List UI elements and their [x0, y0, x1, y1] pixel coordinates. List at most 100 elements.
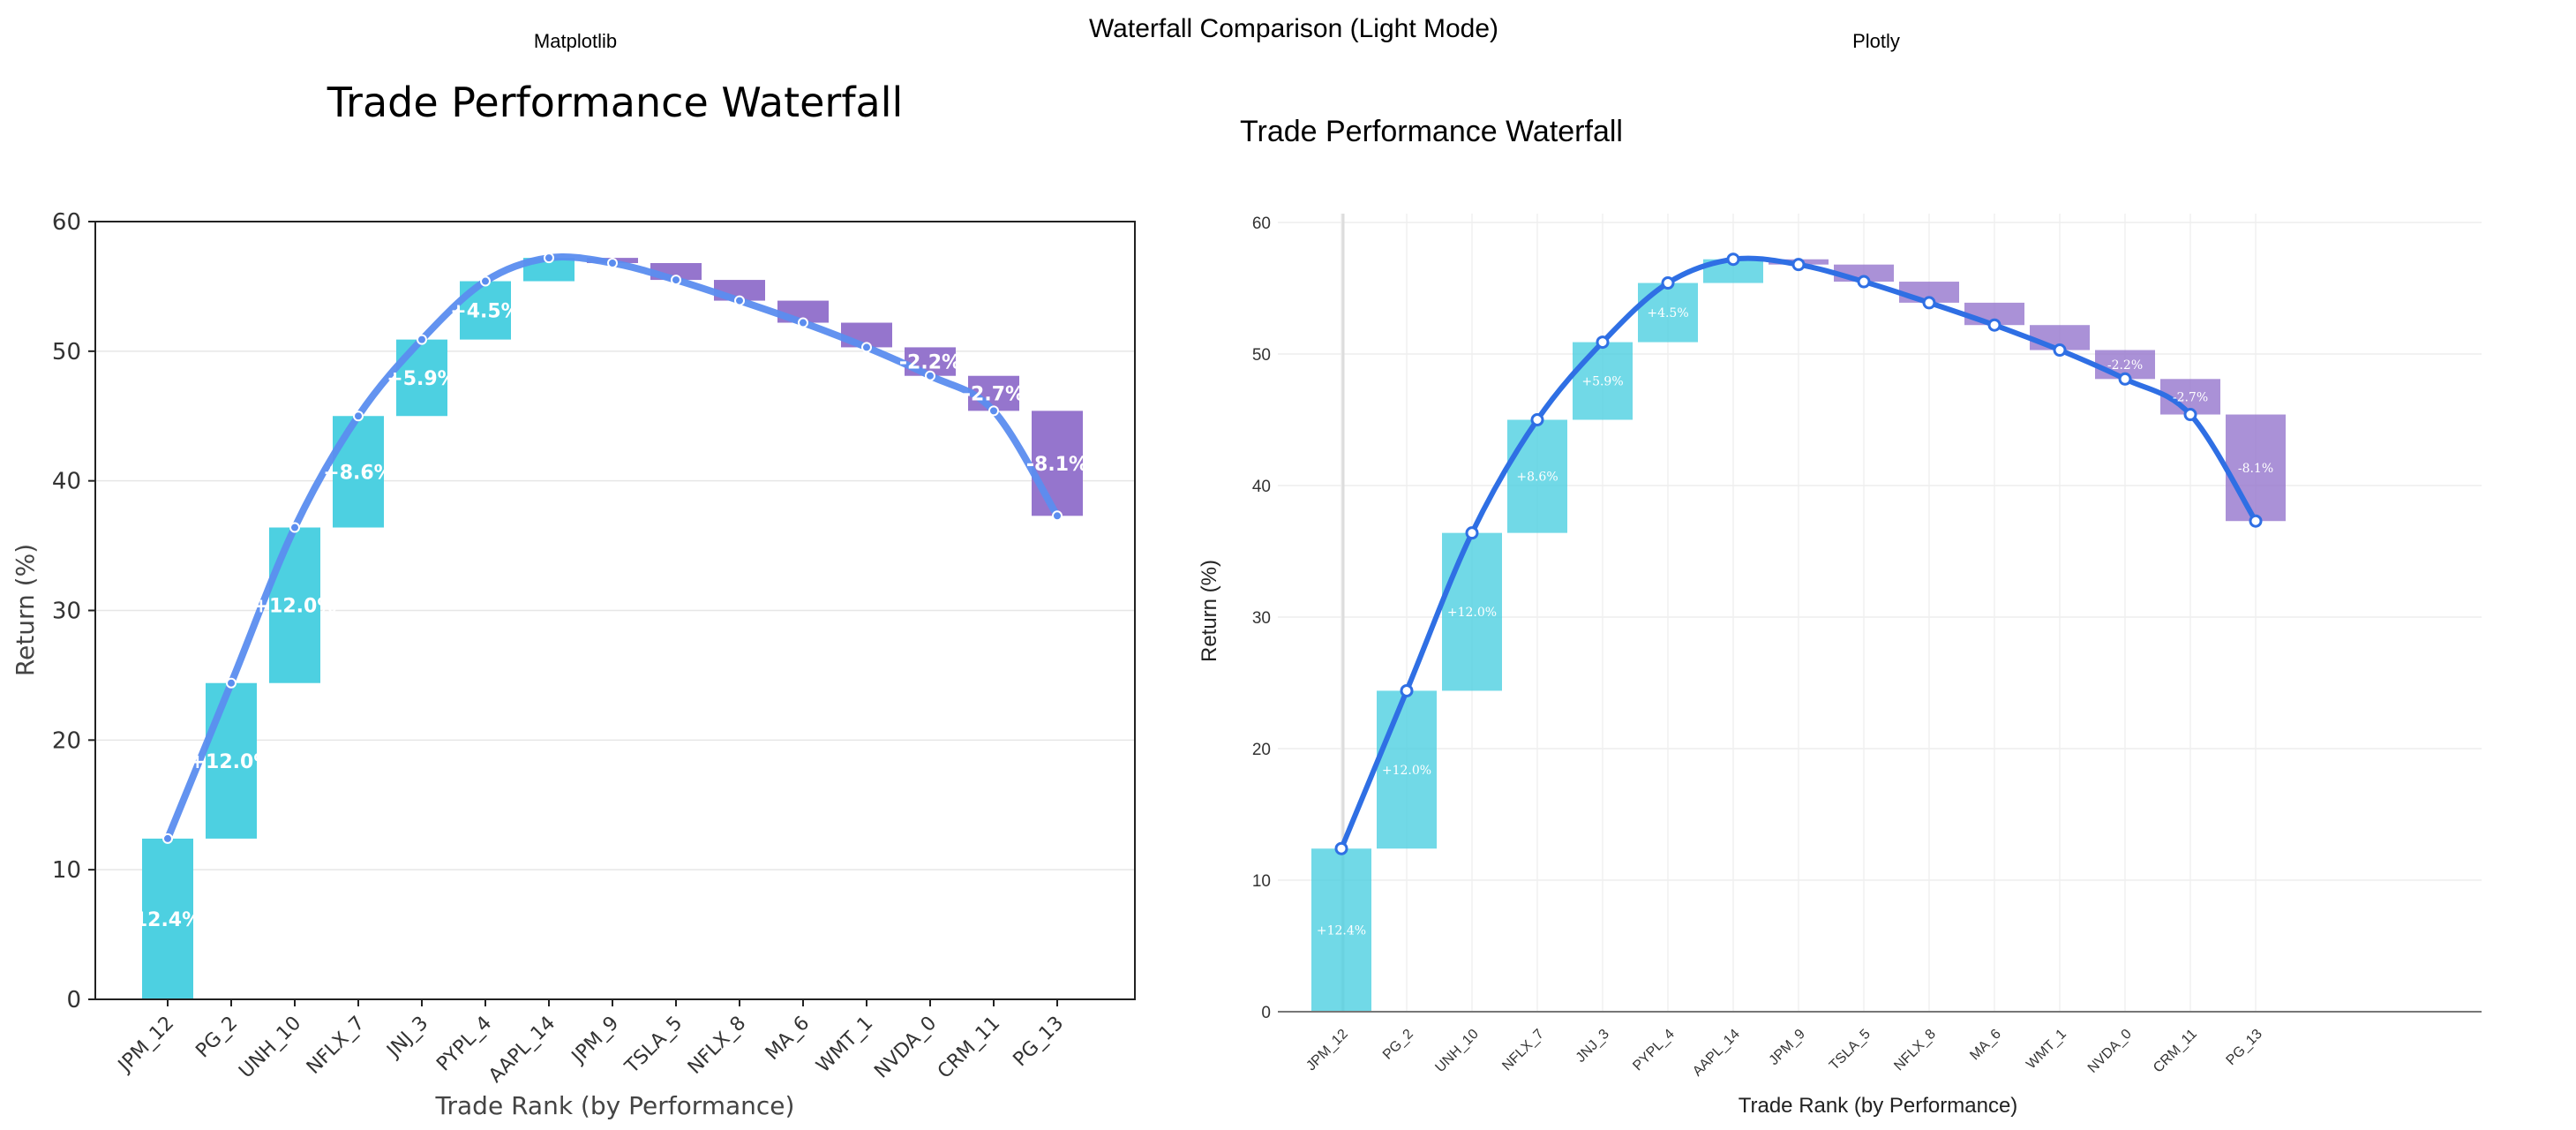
waterfall-bar: [1032, 411, 1083, 516]
cumulative-point: [1857, 275, 1871, 289]
bar-value-label: +5.9%: [387, 368, 456, 390]
cumulative-point: [671, 275, 681, 286]
cumulative-point: [2053, 343, 2067, 358]
cumulative-point: [1334, 841, 1348, 855]
cumulative-point: [2118, 372, 2132, 386]
cumulative-point: [1922, 296, 1936, 310]
cumulative-point: [2249, 514, 2263, 528]
waterfall-bar: [396, 339, 447, 417]
x-tick-label: JPM_9: [567, 1013, 623, 1069]
cumulative-point: [226, 677, 237, 689]
matplotlib-chart: Trade Performance Waterfall 12.4% +12.0% +…: [11, 79, 1136, 1120]
x-tick-label: CRM_11: [2151, 1027, 2200, 1076]
mpl-bar-labels: 12.4% +12.0% +12.0% +8.6% +5.9% +4.5% -2.2%-2.…: [134, 301, 1088, 931]
y-tick-label: 0: [66, 987, 81, 1013]
plotly-cumulative-line: [1334, 252, 2263, 855]
cumulative-point: [607, 257, 618, 268]
cumulative-point: [734, 295, 745, 306]
x-tick-label: WMT_1: [2024, 1027, 2069, 1073]
x-tick-label: PG_13: [1010, 1013, 1069, 1072]
bar-value-label: +12.0%: [190, 751, 274, 773]
y-tick-label: 20: [52, 727, 81, 754]
x-tick-label: TSLA_5: [1827, 1027, 1874, 1074]
x-tick-label: NVDA_0: [870, 1013, 941, 1083]
x-tick-label: CRM_11: [934, 1013, 1004, 1083]
waterfall-bar: [1377, 690, 1437, 849]
plotly-y-ticks: 0 10 20 30 40 50 60: [1252, 215, 1271, 1022]
plotly-bar-labels: +12.4% +12.0% +12.0% +8.6% +5.9% +4.5% -2.2% -2…: [1317, 306, 2273, 938]
cumulative-point: [798, 317, 808, 328]
waterfall-bar: [1573, 342, 1633, 420]
x-tick-label: PG_2: [1380, 1027, 1416, 1063]
cumulative-point: [1987, 318, 2001, 332]
mpl-bars: [142, 258, 1083, 999]
plotly-bars: [1311, 259, 2286, 1012]
mpl-y-axis-label: Return (%): [11, 544, 40, 676]
x-tick-label: WMT_1: [813, 1013, 878, 1078]
x-tick-label: PYPL_4: [432, 1013, 496, 1076]
x-tick-label: JNJ_3: [1573, 1027, 1612, 1066]
matplotlib-panel-label: Matplotlib: [534, 30, 617, 52]
cumulative-point: [2183, 408, 2197, 422]
cumulative-point: [162, 832, 173, 844]
y-tick-label: 60: [52, 209, 81, 236]
cumulative-point: [1726, 252, 1740, 267]
y-tick-label: 60: [1252, 215, 1271, 233]
y-tick-label: 10: [52, 857, 81, 884]
waterfall-bar: [142, 838, 193, 999]
x-tick-label: MA_6: [1967, 1027, 2004, 1064]
x-tick-label: PG_13: [2224, 1027, 2265, 1068]
plotly-y-axis-label: Return (%): [1198, 560, 1221, 662]
bar-value-label: +4.5%: [1647, 306, 1688, 320]
x-tick-label: TSLA_5: [620, 1013, 687, 1079]
plotly-chart: Trade Performance Waterfall +12.4% +12.0%…: [1198, 115, 2482, 1118]
cumulative-point: [925, 370, 935, 381]
cumulative-point: [1052, 510, 1063, 522]
cumulative-point: [544, 252, 554, 264]
plotly-x-axis-label: Trade Rank (by Performance): [1739, 1094, 2018, 1118]
bar-value-label: +8.6%: [1516, 471, 1558, 485]
mpl-cumulative-line: [162, 252, 1063, 844]
bar-value-label: +12.4%: [1317, 924, 1366, 938]
bar-value-label: +12.0%: [1382, 764, 1431, 778]
cumulative-point: [1791, 258, 1806, 272]
waterfall-bar: [1442, 532, 1502, 691]
x-tick-label: NFLX_8: [1891, 1027, 1939, 1074]
bar-value-label: -2.2%: [2107, 358, 2143, 373]
cumulative-line: [164, 252, 1061, 842]
cumulative-point: [988, 405, 999, 417]
figure-title: Waterfall Comparison (Light Mode): [1089, 14, 1498, 43]
x-tick-label: UNH_10: [1432, 1027, 1481, 1075]
cumulative-point: [861, 342, 872, 353]
waterfall-bar: [333, 416, 384, 528]
bar-value-label: -8.1%: [2238, 462, 2273, 476]
plotly-panel-label: Plotly: [1852, 30, 1900, 52]
cumulative-line: [1339, 255, 2258, 852]
waterfall-bar: [206, 682, 257, 839]
bar-value-label: +8.6%: [323, 462, 393, 484]
x-tick-label: JPM_9: [1767, 1027, 1808, 1068]
y-tick-label: 0: [1261, 1004, 1271, 1022]
x-tick-label: JPM_12: [1303, 1027, 1351, 1074]
plotly-x-ticks: JPM_12 PG_2 UNH_10 NFLX_7 JNJ_3 PYPL_4 AAPL_14…: [1303, 1027, 2265, 1080]
mpl-y-ticks: 0 10 20 30 40 50 60: [52, 209, 95, 1013]
bar-value-label: +12.0%: [1447, 606, 1497, 620]
plotly-chart-title: Trade Performance Waterfall: [1240, 115, 1623, 148]
x-tick-label: NVDA_0: [2085, 1027, 2135, 1076]
x-tick-label: MA_6: [762, 1013, 814, 1065]
x-tick-label: PG_2: [192, 1013, 242, 1063]
cumulative-point: [417, 334, 427, 345]
x-tick-label: AAPL_14: [484, 1013, 560, 1088]
cumulative-point: [1400, 683, 1414, 697]
y-tick-label: 40: [1252, 478, 1271, 496]
x-tick-label: NFLX_7: [303, 1013, 369, 1079]
cumulative-point: [1596, 335, 1610, 350]
x-tick-label: UNH_10: [235, 1013, 305, 1083]
bar-value-label: -2.2%: [899, 352, 961, 374]
mpl-chart-title: Trade Performance Waterfall: [327, 79, 904, 126]
bar-value-label: -2.7%: [2173, 390, 2208, 404]
y-tick-label: 20: [1252, 741, 1271, 759]
y-tick-label: 30: [1252, 609, 1271, 628]
x-tick-label: JNJ_3: [382, 1013, 433, 1064]
